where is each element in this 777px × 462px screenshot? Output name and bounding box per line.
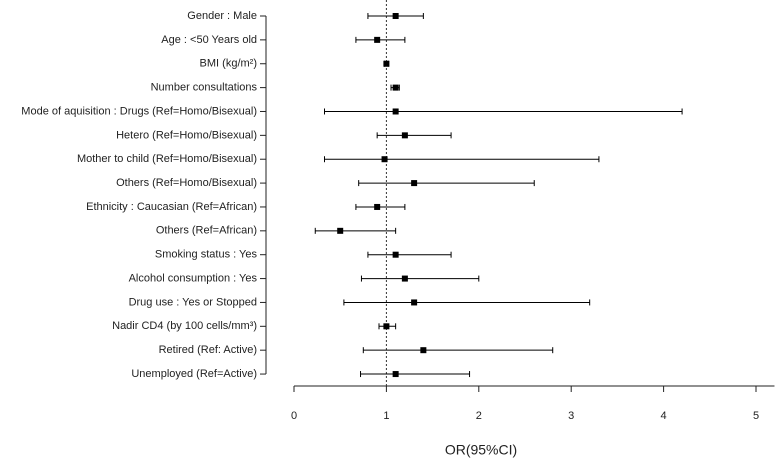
x-tick-label: 0 bbox=[291, 410, 297, 422]
y-tick-label: Smoking status : Yes bbox=[155, 249, 258, 261]
x-tick-label: 2 bbox=[476, 410, 482, 422]
x-axis-label: OR(95%CI) bbox=[445, 442, 517, 458]
y-tick-label: Gender : Male bbox=[187, 10, 257, 22]
x-tick-label: 3 bbox=[568, 410, 574, 422]
y-tick-label: Hetero (Ref=Homo/Bisexual) bbox=[116, 129, 257, 141]
point-estimate bbox=[401, 275, 408, 282]
y-tick-label: Age : <50 Years old bbox=[161, 34, 257, 46]
point-estimate bbox=[374, 36, 381, 43]
point-estimate bbox=[420, 347, 427, 354]
y-tick-label: Nadir CD4 (by 100 cells/mm³) bbox=[112, 320, 257, 332]
point-estimate bbox=[392, 84, 399, 91]
y-tick-label: Retired (Ref: Active) bbox=[159, 344, 257, 356]
y-tick-label: Mode of aquisition : Drugs (Ref=Homo/Bis… bbox=[21, 105, 257, 117]
y-tick-label: Mother to child (Ref=Homo/Bisexual) bbox=[77, 153, 257, 165]
point-estimate bbox=[411, 180, 418, 187]
y-tick-label: Drug use : Yes or Stopped bbox=[129, 296, 257, 308]
y-tick-label: BMI (kg/m²) bbox=[200, 58, 257, 70]
x-tick-label: 5 bbox=[753, 410, 759, 422]
point-estimate bbox=[374, 203, 381, 210]
y-tick-label: Number consultations bbox=[151, 82, 258, 94]
point-estimate bbox=[381, 156, 388, 163]
y-tick-label: Others (Ref=African) bbox=[156, 225, 257, 237]
point-estimate bbox=[392, 251, 399, 258]
point-estimate bbox=[392, 13, 399, 19]
point-estimate bbox=[392, 108, 399, 115]
y-tick-label: Others (Ref=Homo/Bisexual) bbox=[116, 177, 257, 189]
y-tick-label: Unemployed (Ref=Active) bbox=[131, 368, 257, 380]
point-estimate bbox=[337, 227, 344, 234]
y-tick-label: Alcohol consumption : Yes bbox=[129, 272, 258, 284]
point-estimate bbox=[411, 299, 418, 306]
point-estimate bbox=[383, 323, 390, 330]
x-tick-label: 1 bbox=[383, 410, 389, 422]
point-estimate bbox=[383, 60, 390, 67]
point-estimate bbox=[392, 371, 399, 378]
x-tick-label: 4 bbox=[661, 410, 667, 422]
y-tick-label: Ethnicity : Caucasian (Ref=African) bbox=[86, 201, 257, 213]
point-estimate bbox=[401, 132, 408, 139]
